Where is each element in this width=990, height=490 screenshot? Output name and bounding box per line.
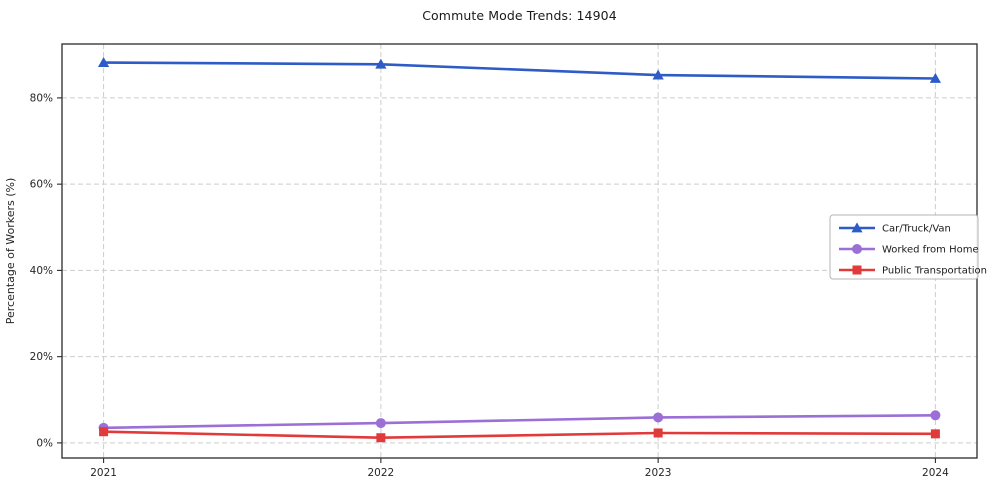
data-point-marker (930, 429, 940, 439)
series-line (102, 414, 937, 430)
y-tick-label: 40% (30, 265, 53, 277)
legend-label: Public Transportation (882, 266, 987, 277)
x-tick-label: 2024 (922, 467, 949, 479)
chart-title: Commute Mode Trends: 14904 (422, 8, 617, 23)
y-tick-label: 20% (30, 351, 53, 363)
data-point-marker (929, 72, 942, 83)
data-point-marker (375, 418, 386, 429)
y-tick-label: 80% (30, 92, 53, 104)
legend (829, 214, 979, 280)
series-line (102, 61, 937, 80)
data-point-marker (653, 412, 664, 423)
x-tick-label: 2021 (90, 467, 117, 479)
series-line (102, 430, 937, 440)
x-tick-label: 2023 (645, 467, 672, 479)
data-point-marker (376, 433, 386, 443)
data-point-marker (652, 69, 664, 80)
y-tick-label: 0% (36, 437, 53, 449)
legend-marker (852, 244, 862, 254)
legend-marker (852, 265, 862, 275)
data-point-marker (930, 410, 941, 421)
y-tick-label: 60% (30, 179, 53, 191)
data-point-marker (375, 58, 387, 69)
y-axis-label: Percentage of Workers (%) (4, 178, 17, 325)
data-point-marker (653, 428, 663, 438)
legend-label: Car/Truck/Van (882, 224, 951, 235)
x-tick-label: 2022 (367, 467, 394, 479)
data-point-marker (97, 56, 110, 67)
legend-label: Worked from Home (882, 245, 979, 256)
data-point-marker (99, 427, 109, 437)
legend-marker (851, 222, 863, 233)
